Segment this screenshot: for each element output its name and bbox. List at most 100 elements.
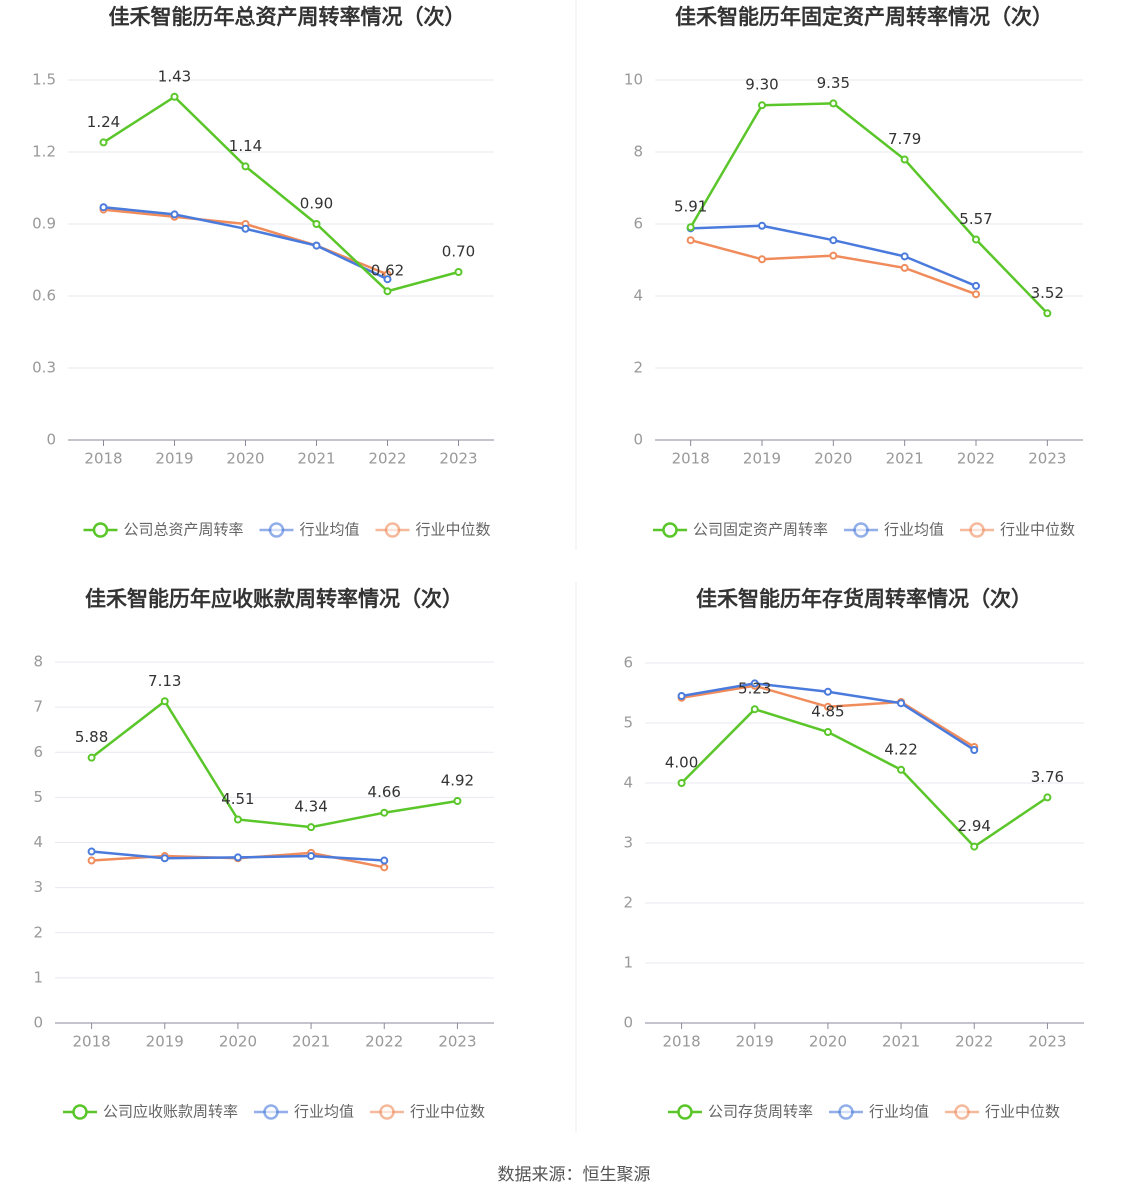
legend-item: 行业中位数 [945, 1103, 1060, 1121]
chart-title: 佳禾智能历年存货周转率情况（次） [696, 587, 1032, 611]
legend-label: 行业均值 [884, 521, 944, 539]
x-tick-label: 2022 [368, 450, 406, 468]
y-tick-label: 4 [623, 774, 633, 792]
legend-label: 行业中位数 [985, 1103, 1060, 1121]
x-tick-label: 2018 [672, 450, 710, 468]
data-label: 2.94 [958, 817, 991, 835]
legend-item: 公司应收账款周转率 [62, 1103, 238, 1121]
data-label: 9.30 [745, 76, 778, 94]
y-tick-label: 0.3 [32, 359, 56, 377]
data-point [750, 705, 759, 714]
data-label: 5.23 [738, 680, 771, 698]
data-point [970, 746, 979, 754]
data-point [970, 842, 979, 851]
legend-marker [268, 522, 285, 538]
data-point [380, 863, 389, 872]
chart-title: 佳禾智能历年应收账款周转率情况（次） [85, 587, 463, 611]
legend-item: 行业均值 [253, 1103, 354, 1121]
data-point [823, 702, 832, 711]
data-label: 4.92 [441, 771, 474, 789]
data-label: 4.34 [294, 798, 327, 816]
legend: 公司固定资产周转率 行业均值 行业中位数 [652, 521, 1075, 539]
chart-title: 佳禾智能历年总资产周转率情况（次） [109, 5, 466, 29]
data-point [686, 236, 695, 245]
data-point [829, 236, 838, 245]
data-point [900, 252, 909, 261]
y-tick-label: 6 [33, 743, 43, 761]
legend-marker [72, 1104, 88, 1120]
x-tick-label: 2019 [146, 1033, 184, 1051]
data-point [758, 101, 766, 110]
data-point [897, 699, 906, 708]
data-point [233, 815, 242, 824]
data-point [233, 853, 242, 862]
legend-marker [838, 1104, 854, 1120]
y-tick-label: 2 [623, 894, 633, 912]
y-tick-label: 6 [633, 215, 643, 233]
legend-marker [263, 1104, 279, 1120]
data-point [972, 281, 980, 290]
data-point [383, 275, 392, 284]
legend-item: 公司固定资产周转率 [652, 521, 828, 539]
data-label: 3.52 [1031, 284, 1064, 302]
x-tick-label: 2018 [84, 450, 122, 468]
data-point [758, 221, 766, 230]
x-tick-label: 2023 [438, 1033, 476, 1051]
data-point [383, 287, 392, 296]
x-tick-label: 2022 [955, 1033, 993, 1051]
y-tick-label: 2 [33, 923, 43, 941]
x-tick-label: 2020 [219, 1033, 257, 1051]
y-tick-label: 3 [623, 834, 633, 852]
series-line [102, 95, 459, 293]
x-tick-label: 2019 [155, 450, 193, 468]
y-tick-label: 1.5 [32, 71, 56, 89]
legend-label: 行业均值 [299, 521, 359, 539]
data-label: 0.70 [442, 243, 475, 261]
y-tick-label: 8 [633, 143, 643, 161]
data-label: 3.76 [1031, 768, 1064, 786]
data-point [686, 223, 695, 232]
x-tick-label: 2023 [1028, 450, 1066, 468]
data-point [454, 268, 463, 276]
data-label: 1.43 [158, 67, 191, 85]
data-point [972, 235, 980, 244]
data-point [823, 728, 832, 736]
y-tick-label: 0.6 [32, 287, 56, 305]
y-tick-label: 3 [33, 878, 43, 896]
x-tick-label: 2019 [736, 1033, 774, 1051]
legend-label: 行业中位数 [416, 521, 491, 539]
legend: 公司应收账款周转率 行业均值 行业中位数 [62, 1103, 485, 1121]
legend-label: 行业均值 [869, 1103, 929, 1121]
data-label: 5.57 [959, 210, 992, 228]
y-tick-label: 7 [33, 698, 43, 716]
data-label: 5.88 [75, 728, 108, 746]
y-tick-label: 0 [33, 1014, 43, 1032]
data-label: 9.35 [817, 74, 850, 92]
data-label: 0.90 [300, 195, 333, 213]
data-point [829, 251, 838, 260]
data-point [1043, 309, 1052, 318]
legend-marker [954, 1104, 970, 1120]
data-point [829, 99, 838, 108]
x-tick-label: 2018 [72, 1033, 110, 1051]
data-point [99, 138, 108, 147]
data-point [453, 796, 462, 805]
data-point [241, 162, 250, 171]
y-tick-label: 4 [633, 287, 643, 305]
data-label: 1.24 [87, 113, 120, 131]
x-tick-label: 2023 [439, 450, 477, 468]
x-tick-label: 2023 [1028, 1033, 1066, 1051]
x-tick-label: 2019 [743, 450, 781, 468]
y-tick-label: 1 [623, 954, 633, 972]
data-point [972, 290, 980, 299]
legend-label: 公司存货周转率 [708, 1103, 813, 1121]
data-point [241, 224, 250, 233]
legend-item: 行业均值 [259, 521, 360, 539]
data-point [160, 854, 169, 863]
legend-item: 行业均值 [843, 521, 944, 539]
data-label: 7.79 [888, 130, 921, 148]
x-tick-label: 2020 [814, 450, 852, 468]
legend: 公司总资产周转率 行业均值 行业中位数 [83, 521, 491, 539]
data-point [750, 679, 759, 688]
